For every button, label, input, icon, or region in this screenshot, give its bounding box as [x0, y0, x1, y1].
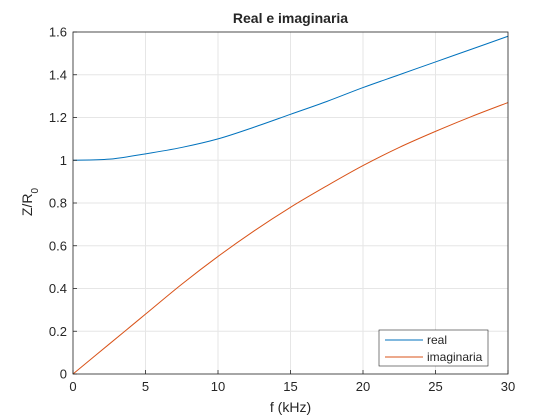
- x-tick-label: 25: [428, 379, 442, 394]
- x-axis-label: f (kHz): [270, 399, 311, 415]
- y-tick-label: 0.8: [49, 196, 67, 211]
- y-tick-label: 1.4: [49, 67, 67, 82]
- x-tick-label: 10: [211, 379, 225, 394]
- y-tick-label: 1.6: [49, 25, 67, 40]
- series-line-imaginaria: [72, 102, 509, 375]
- x-tick-label: 15: [283, 379, 297, 394]
- series-line-real: [72, 35, 509, 161]
- y-tick-label: 0.2: [49, 324, 67, 339]
- x-tick-label: 0: [69, 379, 76, 394]
- legend-label-real: real: [427, 333, 447, 347]
- legend-label-imaginaria: imaginaria: [427, 350, 483, 364]
- x-tick-label: 20: [356, 379, 370, 394]
- y-axis-label-main: Z/R: [19, 194, 35, 217]
- legend: real imaginaria: [378, 329, 489, 367]
- x-tick-label: 30: [501, 379, 515, 394]
- ticks: 0 5 10 15 20 25 30 0 0.2 0.4 0.6 0.8 1 1.2 1.4 1.6: [49, 25, 515, 395]
- y-axis-label: Z/R0: [19, 188, 41, 217]
- y-tick-label: 1.2: [49, 110, 67, 125]
- y-tick-label: 0.4: [49, 281, 67, 296]
- y-tick-label: 0.6: [49, 238, 67, 253]
- series-layer: [72, 35, 509, 375]
- chart-title: Real e imaginaria: [233, 10, 348, 26]
- y-tick-label: 0: [60, 367, 67, 382]
- x-tick-label: 5: [142, 379, 149, 394]
- legend-box: [378, 329, 489, 367]
- y-axis-label-subscript: 0: [30, 188, 41, 194]
- y-tick-label: 1: [60, 153, 67, 168]
